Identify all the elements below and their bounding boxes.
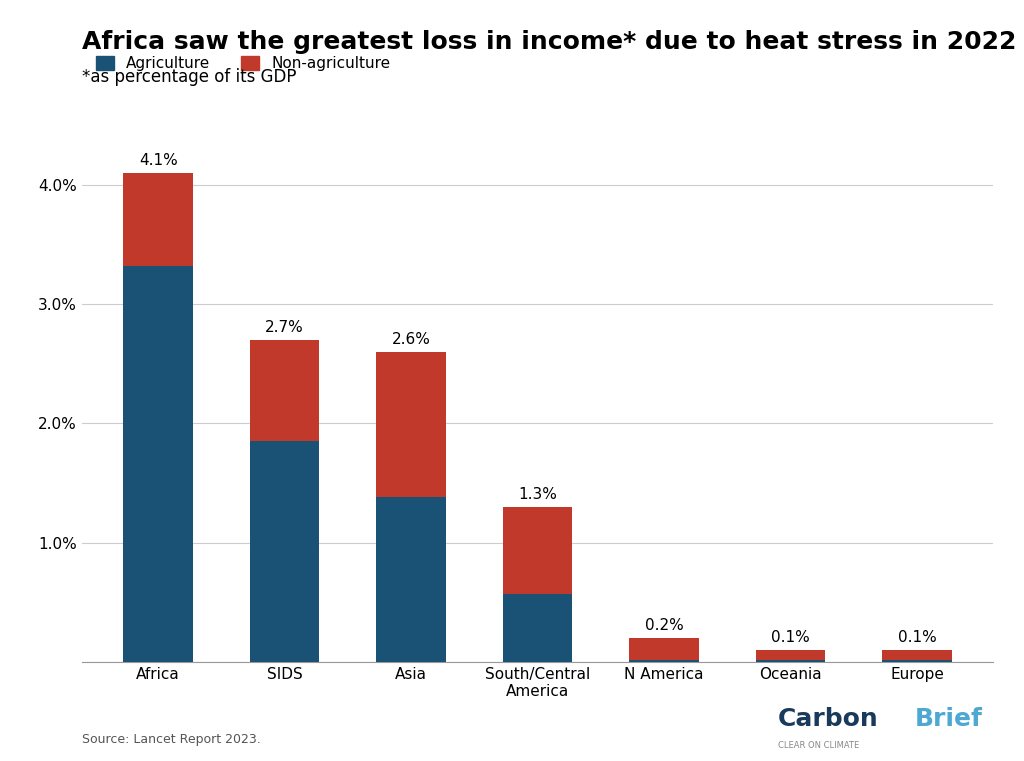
Bar — [630, 638, 698, 660]
Legend: Agriculture, Non-agriculture: Agriculture, Non-agriculture — [89, 50, 397, 78]
Text: Source: Lancet Report 2023.: Source: Lancet Report 2023. — [82, 733, 261, 746]
Bar — [377, 498, 445, 662]
Text: Carbon: Carbon — [778, 706, 879, 731]
Bar — [250, 340, 319, 441]
Bar — [503, 507, 572, 594]
Text: Africa saw the greatest loss in income* due to heat stress in 2022: Africa saw the greatest loss in income* … — [82, 30, 1016, 55]
Bar — [123, 173, 193, 266]
Bar — [123, 266, 193, 662]
Bar — [756, 650, 825, 660]
Text: Brief: Brief — [914, 706, 982, 731]
Text: 0.2%: 0.2% — [645, 619, 683, 633]
Text: 1.3%: 1.3% — [518, 487, 557, 502]
Bar — [503, 594, 572, 662]
Bar — [377, 352, 445, 498]
Text: 2.6%: 2.6% — [391, 332, 430, 347]
Text: CLEAR ON CLIMATE: CLEAR ON CLIMATE — [778, 740, 859, 750]
Bar — [883, 660, 952, 662]
Bar — [250, 441, 319, 662]
Bar — [883, 650, 952, 660]
Text: 2.7%: 2.7% — [265, 320, 304, 335]
Bar — [756, 660, 825, 662]
Bar — [630, 660, 698, 662]
Text: *as percentage of its GDP: *as percentage of its GDP — [82, 68, 296, 87]
Text: 0.1%: 0.1% — [898, 630, 936, 645]
Text: 0.1%: 0.1% — [771, 630, 810, 645]
Text: 4.1%: 4.1% — [139, 153, 177, 168]
